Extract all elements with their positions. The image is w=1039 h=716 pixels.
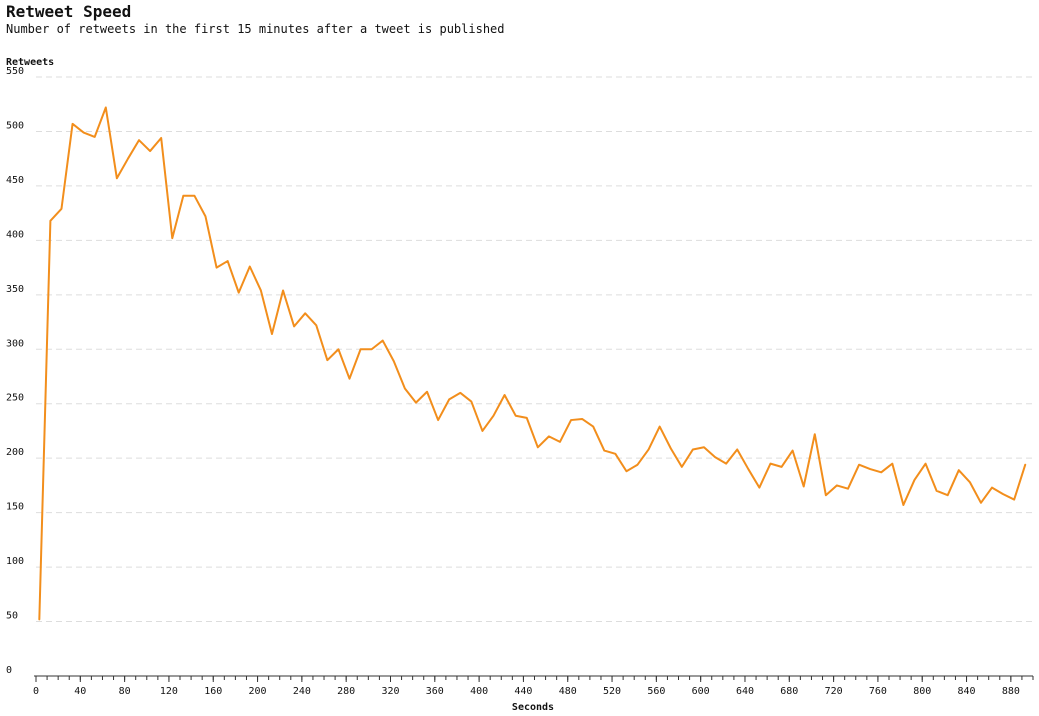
y-tick-label: 450	[6, 175, 24, 186]
x-axis-title: Seconds	[512, 702, 554, 713]
y-tick-label: 500	[6, 120, 24, 131]
x-tick-label: 280	[337, 686, 355, 697]
x-tick-label: 880	[1002, 686, 1020, 697]
x-axis: 0 40 80 120 160 200 240 280 320 360 400 440 480 520 56…	[33, 675, 1034, 697]
chart-subtitle: Number of retweets in the first 15 minut…	[6, 22, 505, 36]
series-layer	[38, 106, 1027, 621]
x-tick-label: 680	[780, 686, 798, 697]
x-tick-label: 320	[381, 686, 399, 697]
y-tick-label: 400	[6, 229, 24, 240]
series-line	[38, 106, 1027, 621]
y-axis-title: Retweets	[6, 57, 54, 68]
x-tick-label: 720	[825, 686, 843, 697]
x-tick-label: 200	[249, 686, 267, 697]
chart-title: Retweet Speed	[6, 2, 132, 21]
x-tick-label: 40	[74, 686, 86, 697]
y-tick-label: 0	[6, 665, 12, 676]
y-tick-label: 350	[6, 284, 24, 295]
y-tick-label: 550	[6, 66, 24, 77]
y-tick-label: 150	[6, 502, 24, 513]
y-axis: 0 50 100 150 200 250 300 350 400 450 500 550	[6, 66, 24, 676]
x-tick-label: 80	[119, 686, 131, 697]
y-gridlines	[36, 76, 1033, 623]
x-tick-label: 640	[736, 686, 754, 697]
x-tick-label: 840	[958, 686, 976, 697]
x-tick-label: 400	[470, 686, 488, 697]
x-tick-label: 240	[293, 686, 311, 697]
x-tick-label: 600	[692, 686, 710, 697]
x-tick-label: 520	[603, 686, 621, 697]
x-tick-label: 120	[160, 686, 178, 697]
y-tick-label: 50	[6, 611, 18, 622]
x-tick-label: 440	[514, 686, 532, 697]
y-tick-label: 100	[6, 556, 24, 567]
x-tick-label: 560	[647, 686, 665, 697]
x-tick-label: 800	[913, 686, 931, 697]
x-tick-label: 760	[869, 686, 887, 697]
x-tick-label: 160	[204, 686, 222, 697]
x-tick-label: 360	[426, 686, 444, 697]
y-tick-label: 300	[6, 338, 24, 349]
x-tick-label: 480	[559, 686, 577, 697]
y-tick-label: 250	[6, 393, 24, 404]
x-tick-label: 0	[33, 686, 39, 697]
y-tick-label: 200	[6, 447, 24, 458]
